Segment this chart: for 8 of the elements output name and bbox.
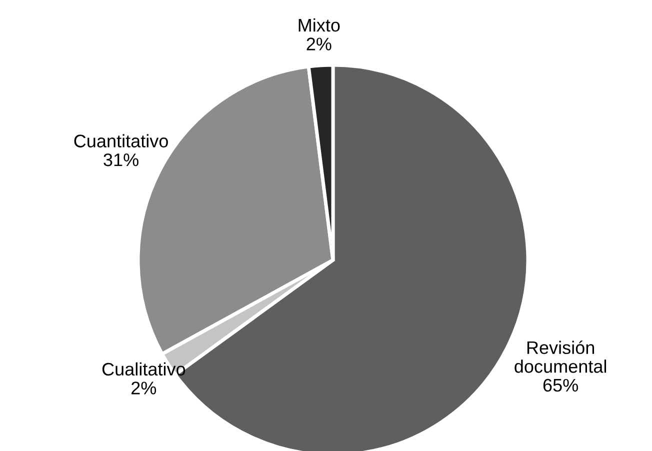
slice-label: Cualitativo [102, 362, 186, 376]
data-label: 2% [306, 38, 332, 50]
data-label: 31% [104, 153, 138, 166]
data-label: 2% [132, 382, 156, 394]
slice-label: Mixto [298, 18, 340, 32]
data-label: 65% [543, 378, 578, 392]
slice-label: Cuantitativo [74, 134, 168, 148]
slice-label: Revisión documental [514, 340, 606, 373]
